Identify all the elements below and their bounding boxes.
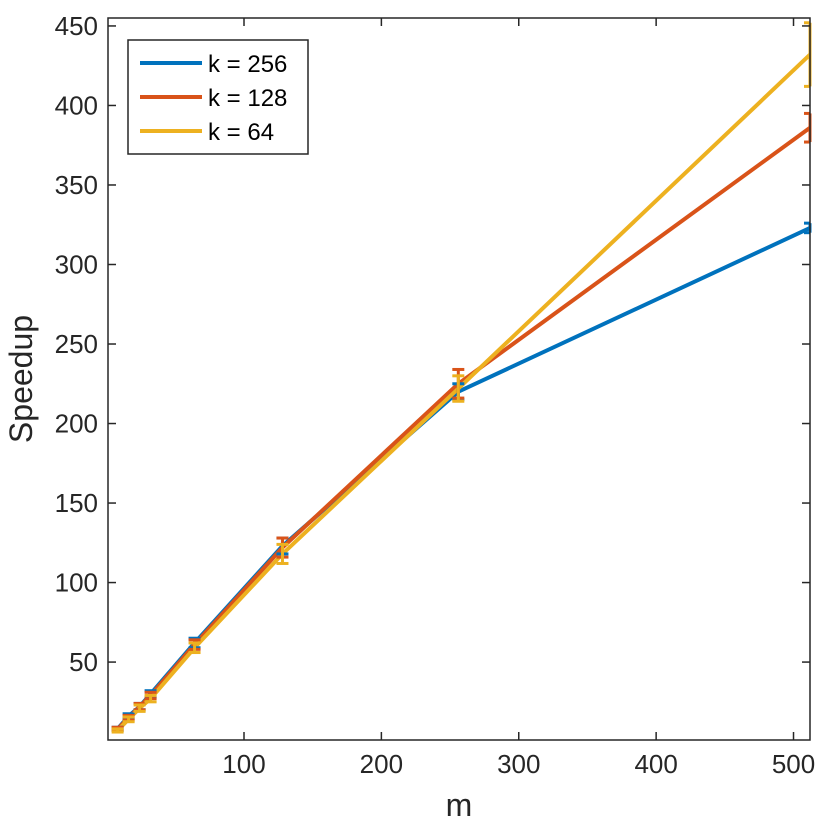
axes-box [107, 17, 811, 741]
y-tick-label: 450 [55, 11, 98, 41]
plot-area [111, 21, 812, 734]
y-tick-label: 250 [55, 329, 98, 359]
legend-entry-1: k = 128 [208, 85, 287, 112]
y-tick-label: 150 [55, 488, 98, 518]
y-tick-label: 200 [55, 409, 98, 439]
x-tick-label: 100 [222, 749, 265, 779]
legend: k = 256 k = 128 k = 64 [127, 39, 309, 155]
series-line-2 [116, 53, 812, 732]
legend-entry-2: k = 64 [208, 119, 274, 146]
error-bars [111, 21, 812, 734]
x-axis-label: m [446, 787, 473, 823]
error-bar [276, 542, 289, 565]
error-bar [111, 727, 124, 734]
x-tick-label: 300 [497, 749, 540, 779]
y-tick-label: 50 [69, 647, 98, 677]
y-tick-label: 300 [55, 249, 98, 279]
x-tick-label: 200 [360, 749, 403, 779]
series-line-1 [116, 126, 812, 731]
x-tick-label: 500 [772, 749, 815, 779]
error-bar [144, 693, 157, 704]
error-bar [452, 374, 465, 403]
y-tick-label: 350 [55, 170, 98, 200]
error-bar [188, 641, 201, 655]
error-bar [122, 715, 135, 724]
x-axis-ticks: 100 200 300 400 500 [222, 18, 815, 779]
y-axis-ticks: 50 100 150 200 250 300 350 400 450 [55, 11, 810, 677]
y-tick-label: 400 [55, 90, 98, 120]
y-tick-label: 100 [55, 568, 98, 598]
series-line-0 [116, 226, 811, 731]
error-bar [133, 703, 146, 713]
legend-entry-0: k = 256 [208, 51, 287, 78]
error-bar [804, 21, 812, 88]
x-tick-label: 400 [634, 749, 677, 779]
series-lines [116, 53, 812, 732]
y-axis-label: Speedup [3, 315, 39, 443]
